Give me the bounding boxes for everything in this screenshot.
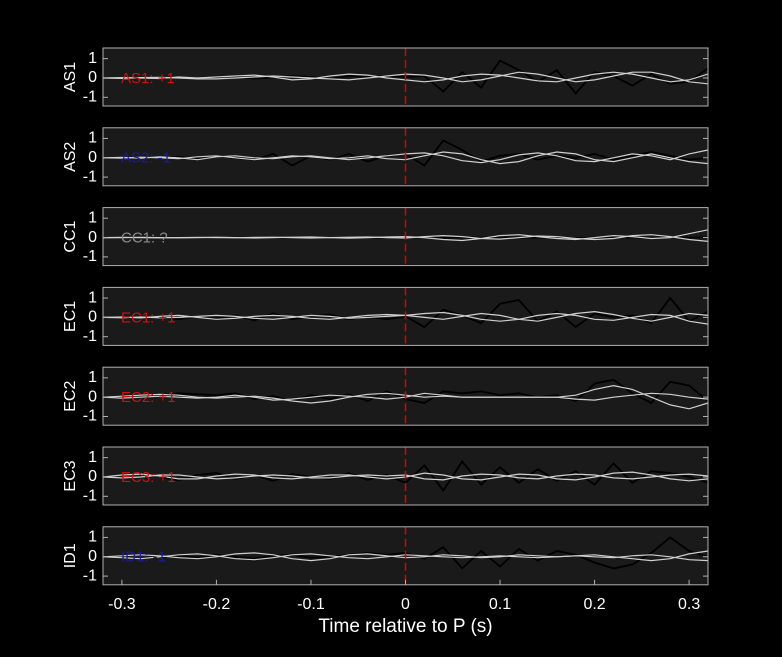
y-tick-label: -1 [83, 89, 97, 106]
y-tick-label: -1 [83, 168, 97, 185]
x-tick-label: -0.3 [108, 596, 136, 613]
y-tick-label: 0 [88, 388, 97, 405]
y-tick-label: -1 [83, 488, 97, 505]
y-axis-label: AS2 [62, 142, 79, 172]
y-tick-label: 0 [88, 229, 97, 246]
annotation: AS2: -1 [121, 150, 171, 167]
y-axis-label: EC3 [62, 460, 79, 491]
y-axis-label: CC1 [62, 220, 79, 252]
y-tick-label: 0 [88, 548, 97, 565]
panel-border [102, 446, 709, 506]
panel-border [102, 286, 709, 346]
y-axis-label: EC1 [62, 301, 79, 332]
y-tick-label: 1 [88, 369, 97, 386]
annotation: EC3: +1 [121, 469, 176, 486]
x-tick-label: 0 [401, 596, 410, 613]
trace [159, 59, 709, 95]
y-tick-label: -1 [83, 248, 97, 265]
panel-border [102, 127, 709, 187]
x-tick-label: -0.1 [297, 596, 325, 613]
annotation: AS1: +1 [121, 70, 175, 87]
y-axis-label: AS1 [62, 62, 79, 92]
trace [159, 459, 709, 493]
y-tick-label: 1 [88, 209, 97, 226]
y-tick-label: 0 [88, 468, 97, 485]
annotation: EC2: +1 [121, 389, 176, 406]
y-tick-label: 1 [88, 449, 97, 466]
y-axis-label: ID1 [62, 543, 79, 568]
y-tick-label: 1 [88, 130, 97, 147]
x-axis-label: Time relative to P (s) [318, 616, 492, 637]
y-axis-label: EC2 [62, 381, 79, 412]
y-tick-label: 1 [88, 50, 97, 67]
y-tick-label: -1 [83, 328, 97, 345]
panel-border [102, 47, 709, 107]
y-tick-label: 0 [88, 149, 97, 166]
y-tick-label: 0 [88, 69, 97, 86]
x-tick-label: 0.3 [678, 596, 700, 613]
panel-border [102, 366, 709, 426]
y-tick-label: 1 [88, 529, 97, 546]
y-tick-label: -1 [83, 408, 97, 425]
trace [159, 536, 709, 570]
y-tick-label: 0 [88, 309, 97, 326]
annotation: CC1: ? [121, 230, 168, 247]
annotation: ID1: -1 [121, 549, 166, 566]
annotation: EC1: +1 [121, 309, 176, 326]
y-tick-label: 1 [88, 289, 97, 306]
y-tick-label: -1 [83, 567, 97, 584]
x-tick-label: 0.1 [489, 596, 511, 613]
x-tick-label: -0.2 [203, 596, 231, 613]
x-tick-label: 0.2 [583, 596, 605, 613]
panel-border [102, 207, 709, 267]
